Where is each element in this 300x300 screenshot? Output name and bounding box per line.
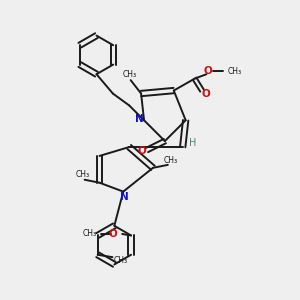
Text: CH₃: CH₃ — [75, 170, 89, 179]
Text: CH₃: CH₃ — [122, 70, 136, 79]
Text: CH₃: CH₃ — [227, 67, 242, 76]
Text: O: O — [201, 88, 210, 98]
Text: O: O — [108, 229, 117, 239]
Text: CH₃: CH₃ — [114, 256, 128, 265]
Text: O: O — [137, 146, 146, 157]
Text: CH₃: CH₃ — [163, 156, 177, 165]
Text: O: O — [204, 66, 212, 76]
Text: H: H — [189, 138, 197, 148]
Text: N: N — [120, 192, 129, 202]
Text: N: N — [135, 114, 144, 124]
Text: CH₃: CH₃ — [82, 230, 97, 238]
